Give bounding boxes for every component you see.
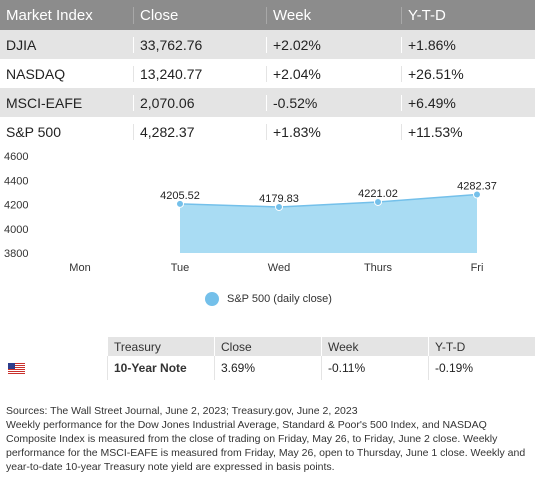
header-week: Week xyxy=(321,337,428,356)
x-tick-label: Thurs xyxy=(364,262,393,274)
index-week: +2.02% xyxy=(266,36,401,53)
table-row: DJIA 33,762.76 +2.02% +1.86% xyxy=(0,30,535,59)
treasury-name: 10-Year Note xyxy=(107,356,214,380)
index-close: 13,240.77 xyxy=(133,65,266,82)
data-point[interactable] xyxy=(176,199,184,208)
index-ytd: +6.49% xyxy=(401,94,535,111)
header-close: Close xyxy=(133,6,266,24)
chart-legend[interactable]: S&P 500 (daily close) xyxy=(205,292,332,306)
data-point[interactable] xyxy=(374,197,382,206)
x-tick-label: Fri xyxy=(471,262,484,274)
index-week: -0.52% xyxy=(266,94,401,111)
data-label: 4221.02 xyxy=(358,188,398,200)
series-line xyxy=(179,193,478,208)
table-row: NASDAQ 13,240.77 +2.04% +26.51% xyxy=(0,59,535,88)
x-tick-label: Mon xyxy=(69,262,90,274)
table-row: MSCI-EAFE 2,070.06 -0.52% +6.49% xyxy=(0,88,535,117)
data-point[interactable] xyxy=(473,190,481,199)
sources-note: Sources: The Wall Street Journal, June 2… xyxy=(6,405,358,417)
index-name: DJIA xyxy=(6,36,37,53)
header-ytd: Y-T-D xyxy=(428,337,535,356)
data-label: 4205.52 xyxy=(160,190,200,202)
header-treasury: Treasury xyxy=(107,337,214,356)
index-week: +2.04% xyxy=(266,65,401,82)
index-ytd: +1.86% xyxy=(401,36,535,53)
treasury-ytd: -0.19% xyxy=(428,356,535,380)
methodology-note: Weekly performance for the Dow Jones Ind… xyxy=(6,419,526,473)
y-tick-label: 4400 xyxy=(4,175,28,187)
footnotes: Sources: The Wall Street Journal, June 2… xyxy=(6,404,534,474)
y-tick-label: 3800 xyxy=(4,248,28,260)
header-blank xyxy=(0,337,107,356)
legend-swatch xyxy=(205,292,219,306)
index-ytd: +26.51% xyxy=(401,65,535,82)
y-tick-label: 4000 xyxy=(4,224,28,236)
index-name: MSCI-EAFE xyxy=(6,94,83,111)
index-ytd: +11.53% xyxy=(401,123,535,140)
market-index-table: Market Index Close Week Y-T-D DJIA 33,76… xyxy=(0,0,535,146)
sp500-area-chart: 4600 4400 4200 4000 3800 4205.52 4179.83 4221.0… xyxy=(4,151,497,274)
x-tick-label: Wed xyxy=(268,262,290,274)
data-label: 4179.83 xyxy=(259,193,299,205)
header-week: Week xyxy=(266,6,401,24)
treasury-close: 3.69% xyxy=(214,356,321,380)
y-tick-label: 4600 xyxy=(4,151,28,163)
index-close: 2,070.06 xyxy=(133,94,266,111)
header-ytd: Y-T-D xyxy=(401,6,535,24)
legend-label: S&P 500 (daily close) xyxy=(227,293,332,305)
us-flag-icon xyxy=(8,362,25,374)
treasury-week: -0.11% xyxy=(321,356,428,380)
index-close: 4,282.37 xyxy=(133,123,266,140)
header-close: Close xyxy=(214,337,321,356)
header-market-index: Market Index xyxy=(6,6,93,24)
treasury-table: Treasury Close Week Y-T-D 10-Year Note 3… xyxy=(0,337,535,380)
flag-cell xyxy=(0,356,107,380)
y-tick-label: 4200 xyxy=(4,200,28,212)
market-table-header: Market Index Close Week Y-T-D xyxy=(0,0,535,30)
index-week: +1.83% xyxy=(266,123,401,140)
data-point[interactable] xyxy=(275,202,283,211)
index-name: NASDAQ xyxy=(6,65,66,82)
index-name: S&P 500 xyxy=(6,123,62,140)
x-tick-label: Tue xyxy=(171,262,190,274)
data-label: 4282.37 xyxy=(457,181,497,193)
table-row: S&P 500 4,282.37 +1.83% +11.53% xyxy=(0,117,535,146)
index-close: 33,762.76 xyxy=(133,36,266,53)
treasury-table-header: Treasury Close Week Y-T-D xyxy=(0,337,535,356)
table-row: 10-Year Note 3.69% -0.11% -0.19% xyxy=(0,356,535,380)
series-area xyxy=(180,194,477,253)
